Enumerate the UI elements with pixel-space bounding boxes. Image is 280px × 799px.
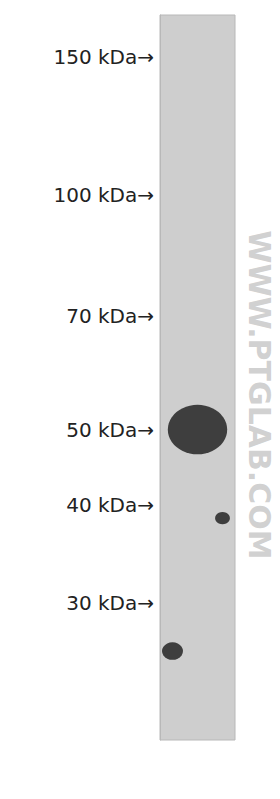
svg-text:50 kDa→: 50 kDa→ — [66, 418, 154, 442]
svg-text:40 kDa→: 40 kDa→ — [66, 493, 154, 517]
svg-text:70 kDa→: 70 kDa→ — [66, 304, 154, 328]
svg-text:30 kDa→: 30 kDa→ — [66, 591, 154, 615]
svg-text:WWW.PTGLAB.COM: WWW.PTGLAB.COM — [242, 230, 277, 559]
svg-text:100 kDa→: 100 kDa→ — [53, 183, 154, 207]
svg-text:150 kDa→: 150 kDa→ — [53, 45, 154, 69]
